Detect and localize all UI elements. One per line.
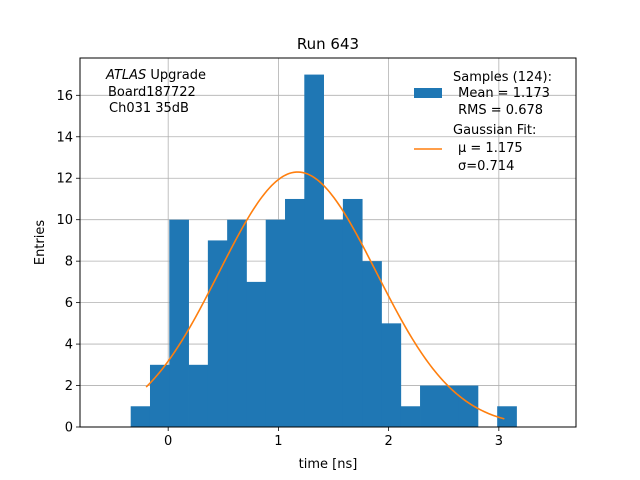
annotation-upgrade: Upgrade bbox=[146, 68, 206, 83]
histogram-bar bbox=[420, 385, 440, 427]
histogram-bar bbox=[458, 385, 479, 427]
histogram-bar bbox=[207, 240, 228, 427]
histogram-bar bbox=[188, 364, 209, 427]
y-tick-label: 6 bbox=[65, 296, 73, 311]
plot-frame bbox=[79, 57, 577, 428]
histogram-bar bbox=[265, 219, 286, 427]
histogram-bar bbox=[381, 323, 402, 427]
annotation-atlas: ATLAS bbox=[105, 68, 146, 83]
histogram-bar bbox=[169, 219, 189, 427]
y-tick-label: 2 bbox=[65, 379, 73, 394]
legend-samples-mean: Mean = 1.173 bbox=[454, 86, 550, 101]
chart-title: Run 643 bbox=[297, 35, 359, 53]
x-tick-label: 3 bbox=[495, 434, 503, 449]
annotation-line-1: ATLAS Upgrade bbox=[105, 68, 206, 83]
gaussian-fit-curve bbox=[145, 171, 505, 420]
histogram-bar bbox=[362, 261, 382, 427]
x-tick-label: 0 bbox=[164, 434, 172, 449]
y-tick-label: 10 bbox=[56, 213, 73, 228]
histogram-bar bbox=[497, 406, 517, 427]
legend-samples-title: Samples (124): bbox=[453, 70, 552, 85]
legend-fit-mu: μ = 1.175 bbox=[458, 141, 523, 156]
legend-fit-title: Gaussian Fit: bbox=[453, 123, 536, 138]
histogram-bar bbox=[439, 385, 460, 427]
histogram-bar bbox=[400, 406, 421, 427]
y-tick-label: 4 bbox=[65, 338, 73, 353]
histogram-bar bbox=[149, 364, 170, 427]
x-tick-label: 2 bbox=[384, 434, 392, 449]
y-tick-label: 8 bbox=[65, 255, 73, 270]
annotation-channel: Ch031 35dB bbox=[109, 101, 189, 116]
y-axis-label: Entries bbox=[33, 220, 48, 266]
y-tick-label: 16 bbox=[56, 89, 73, 104]
histogram-bar bbox=[130, 406, 151, 427]
legend-samples-rms: RMS = 0.678 bbox=[454, 103, 543, 118]
histogram-bars bbox=[130, 74, 517, 428]
atlas-annotation: ATLAS Upgrade Board187722 Ch031 35dB bbox=[105, 68, 206, 116]
histogram-bar bbox=[342, 198, 363, 427]
x-axis-label: time [ns] bbox=[299, 457, 358, 472]
legend-fit-sigma: σ=0.714 bbox=[458, 159, 514, 174]
histogram-bar bbox=[246, 281, 267, 427]
y-tick-label: 12 bbox=[56, 172, 73, 187]
x-tick-label: 1 bbox=[274, 434, 282, 449]
histogram-bar bbox=[227, 219, 247, 427]
legend-samples-patch bbox=[414, 88, 442, 98]
annotation-board: Board187722 bbox=[108, 85, 196, 100]
y-tick-label: 0 bbox=[65, 421, 73, 436]
histogram-bar bbox=[285, 198, 305, 427]
histogram-bar bbox=[323, 219, 344, 427]
histogram-bar bbox=[304, 74, 324, 428]
legend: Samples (124): Mean = 1.173 RMS = 0.678 … bbox=[414, 70, 552, 174]
y-tick-label: 14 bbox=[56, 130, 73, 145]
